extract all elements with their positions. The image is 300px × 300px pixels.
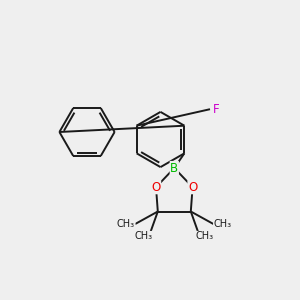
Text: B: B bbox=[170, 161, 178, 175]
Text: CH₃: CH₃ bbox=[135, 231, 153, 242]
Text: F: F bbox=[213, 103, 220, 116]
Text: CH₃: CH₃ bbox=[214, 219, 232, 229]
Text: CH₃: CH₃ bbox=[196, 231, 214, 242]
Text: O: O bbox=[152, 181, 160, 194]
Text: CH₃: CH₃ bbox=[117, 219, 135, 229]
Text: O: O bbox=[188, 181, 197, 194]
